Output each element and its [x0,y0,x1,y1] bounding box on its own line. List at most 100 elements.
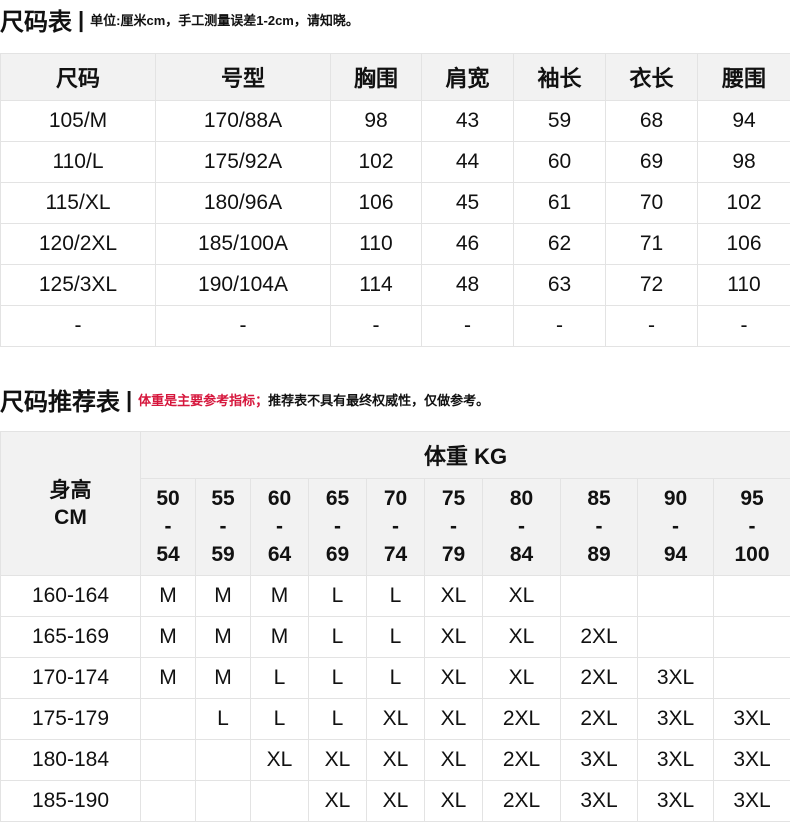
size-cell: 2XL [560,657,638,699]
range-max: 54 [156,543,180,566]
table-cell: - [155,305,331,347]
title-text: 尺码推荐表 [0,389,120,416]
range-dash: - [219,515,227,538]
size-cell: L [366,657,425,699]
size-cell [195,780,251,822]
size-cell [712,575,790,617]
height-cell: 160-164 [0,575,141,617]
size-cell: L [195,698,251,740]
weight-range-header: 60 - 64 [250,478,309,576]
table-cell: - [0,305,156,347]
size-cell: 3XL [637,780,714,822]
size-cell: M [140,657,196,699]
weight-range-header: 90 - 94 [637,478,714,576]
range-dash: - [595,515,603,538]
size-cell: M [195,657,251,699]
table-cell: 125/3XL [0,264,156,306]
size-cell: XL [424,780,483,822]
size-cell [140,698,196,740]
weight-range-header: 55 - 59 [195,478,251,576]
table-cell: 110 [697,264,790,306]
size-cell [637,616,714,658]
recommendation-table: 身高 CM 体重 KG 50-54 55-59 60-64 65-69 70-74 75-7… [0,431,790,822]
size-cell: 2XL [560,616,638,658]
height-unit: CM [54,505,87,529]
table-row: 170-174 M M L L L XL XL 2XL 3XL [0,657,790,699]
table-cell: 45 [421,182,514,224]
table-cell: 72 [605,264,698,306]
table-row: 185-190 XL XL XL 2XL 3XL 3XL 3XL [0,780,790,822]
size-cell: XL [482,616,561,658]
table-cell: 110/L [0,141,156,183]
table-cell: 94 [697,100,790,142]
weight-range-header: 75 - 79 [424,478,483,576]
size-cell: XL [366,698,425,740]
weight-note: 体重是主要参考指标； [138,393,269,408]
range-max: 59 [211,543,235,566]
table-row: 125/3XL 190/104A 114 48 63 72 110 [0,264,790,306]
table-cell: 115/XL [0,182,156,224]
column-header: 胸围 [330,53,422,101]
size-cell: 3XL [637,698,714,740]
size-cell: L [308,657,367,699]
size-table-title: 尺码表 | 单位:厘米cm，手工测量误差1-2cm，请知晓。 [0,2,359,37]
range-dash: - [672,515,679,538]
height-cell: 185-190 [0,780,141,822]
table-cell: 185/100A [155,223,331,265]
size-cell [250,780,309,822]
range-dash: - [450,515,457,538]
range-max: 84 [509,543,534,566]
range-max: 94 [663,543,688,566]
size-cell [140,780,196,822]
column-header: 袖长 [513,53,606,101]
range-max: 69 [325,543,350,566]
range-min: 75 [441,487,466,510]
column-header: 腰围 [697,53,790,101]
title-text: 尺码表 [0,9,72,36]
size-cell [560,575,638,617]
range-min: 55 [211,487,235,510]
size-cell: 2XL [482,698,561,740]
table-cell: 43 [421,100,514,142]
size-cell: XL [424,575,483,617]
size-cell: XL [482,575,561,617]
range-max: 89 [587,543,611,566]
table-cell: 180/96A [155,182,331,224]
range-dash: - [334,515,341,538]
table-cell: 98 [330,100,422,142]
table-cell: 190/104A [155,264,331,306]
table-cell: 68 [605,100,698,142]
divider: | [78,6,85,32]
size-cell: XL [424,616,483,658]
table-row: 110/L 175/92A 102 44 60 69 98 [0,141,790,183]
size-cell: 3XL [560,739,638,781]
table-cell: 106 [697,223,790,265]
range-max: 64 [267,543,292,566]
weight-range-header: 85 - 89 [560,478,638,576]
table-cell: 48 [421,264,514,306]
table-cell: 44 [421,141,514,183]
size-cell: 2XL [482,780,561,822]
table-cell: 70 [605,182,698,224]
size-cell: XL [308,739,367,781]
height-label: 身高 [49,478,92,502]
range-dash: - [518,515,525,538]
column-header: 尺码 [0,53,156,101]
table-cell: - [697,305,790,347]
size-cell: L [250,698,309,740]
size-table: 尺码 号型 胸围 肩宽 袖长 衣长 腰围 105/M 170/88A 98 43 59 68 94 110/… [0,53,790,347]
range-min: 50 [156,487,180,510]
weight-range-header: 80 - 84 [482,478,561,576]
height-cell: 180-184 [0,739,141,781]
column-header: 衣长 [605,53,698,101]
table-cell: 105/M [0,100,156,142]
size-cell: 3XL [712,698,790,740]
size-cell: 2XL [482,739,561,781]
range-min: 70 [383,487,408,510]
table-cell: 71 [605,223,698,265]
column-header: 肩宽 [421,53,514,101]
table-cell: 106 [330,182,422,224]
height-cell: 170-174 [0,657,141,699]
size-cell: L [308,616,367,658]
size-cell [712,616,790,658]
